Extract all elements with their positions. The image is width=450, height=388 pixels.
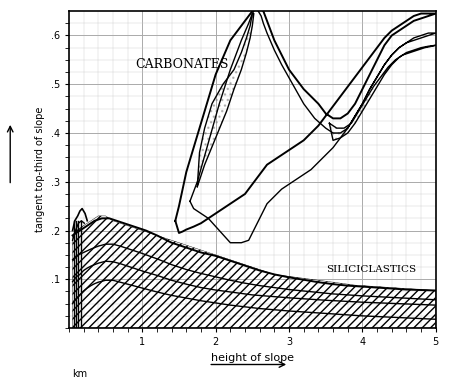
Text: CARBONATES: CARBONATES xyxy=(135,58,228,71)
Text: SILICICLASTICS: SILICICLASTICS xyxy=(326,265,416,274)
Text: km: km xyxy=(72,369,88,379)
X-axis label: height of slope: height of slope xyxy=(211,353,294,363)
Y-axis label: tangent top-third of slope: tangent top-third of slope xyxy=(35,107,45,232)
